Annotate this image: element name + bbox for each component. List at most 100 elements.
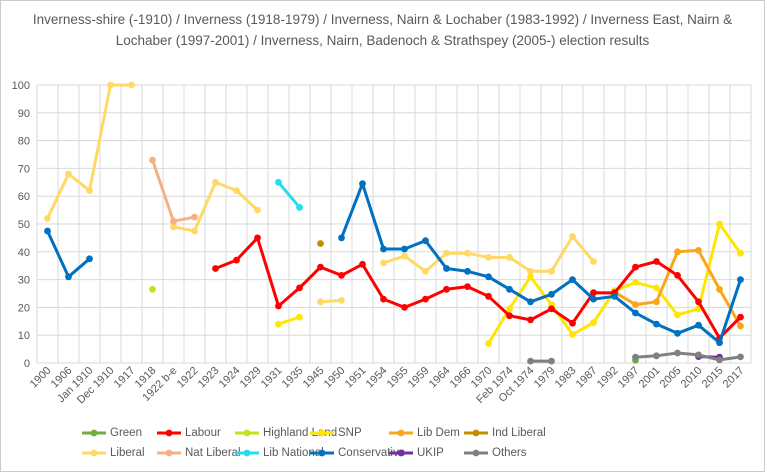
series-line-lib-national [277, 180, 301, 209]
data-point-conservative [443, 265, 450, 272]
data-point-snp [275, 320, 282, 328]
data-point-others [527, 357, 534, 365]
x-tick-label: 1954 [364, 365, 390, 391]
data-point-labour [233, 256, 240, 264]
series-line-labour [214, 236, 742, 340]
x-tick-label: 1959 [406, 365, 432, 391]
data-point-conservative [359, 180, 366, 188]
data-point-conservative [548, 290, 555, 298]
x-tick-label: 1979 [532, 365, 558, 391]
data-point-liberal [128, 81, 135, 89]
series-lib-dem [611, 247, 744, 330]
data-point-others [737, 353, 744, 361]
data-point-liberal [401, 252, 408, 260]
data-point-nat-liberal [149, 156, 156, 164]
x-tick-label: 1992 [595, 365, 621, 391]
data-point-liberal [590, 258, 597, 265]
data-point-highland-land [149, 285, 156, 293]
series-line-snp [277, 315, 301, 326]
data-point-labour [590, 289, 597, 297]
data-point-nat-liberal [191, 213, 198, 221]
y-tick-label: 50 [18, 219, 30, 231]
series-highland-land [149, 285, 156, 293]
data-point-liberal [86, 187, 93, 195]
data-point-lib-dem [674, 248, 681, 256]
data-point-conservative [380, 245, 387, 253]
data-point-liberal [191, 227, 198, 235]
data-point-liberal [443, 249, 450, 257]
data-point-others [674, 349, 681, 357]
data-point-snp [632, 279, 639, 286]
data-point-labour [632, 263, 639, 271]
data-point-snp [485, 340, 492, 347]
x-tick-label: 1922 [175, 365, 201, 391]
x-tick-label: 1917 [112, 365, 138, 391]
y-tick-label: 40 [18, 247, 30, 259]
data-point-others [716, 356, 723, 364]
data-point-liberal [212, 178, 219, 186]
data-point-labour [527, 316, 534, 324]
series-line-conservative [46, 229, 91, 279]
data-point-others [653, 352, 660, 360]
x-tick-label: 2017 [721, 365, 747, 391]
data-point-liberal [527, 267, 534, 275]
data-point-labour [401, 304, 408, 311]
y-tick-label: 90 [18, 108, 30, 120]
series-ind-liberal [317, 240, 324, 247]
data-point-nat-liberal [170, 217, 177, 225]
data-point-labour [380, 295, 387, 303]
data-point-liberal [233, 187, 240, 195]
data-point-lib-national [296, 203, 303, 211]
data-point-liberal [65, 170, 72, 178]
data-point-labour [275, 302, 282, 310]
data-point-labour [338, 272, 345, 279]
data-point-conservative [527, 298, 534, 306]
data-point-conservative [611, 292, 618, 300]
x-tick-label: 2015 [700, 365, 726, 391]
data-point-conservative [485, 273, 492, 281]
data-point-conservative [632, 309, 639, 317]
y-tick-label: 100 [12, 80, 30, 92]
data-point-lib-dem [695, 247, 702, 254]
series-nat-liberal [149, 156, 198, 225]
x-tick-label: 1945 [301, 365, 327, 391]
data-point-labour [464, 283, 471, 290]
x-tick-label: 1950 [322, 365, 348, 391]
data-point-liberal [254, 206, 261, 214]
data-point-labour [653, 258, 660, 265]
x-tick-label: 1924 [217, 365, 243, 391]
y-tick-label: 70 [18, 163, 30, 175]
x-tick-label: 1900 [28, 365, 54, 391]
data-point-lib-dem [632, 301, 639, 308]
data-point-labour [254, 234, 261, 242]
data-point-labour [422, 295, 429, 303]
chart-title: Inverness-shire (-1910) / Inverness (191… [32, 12, 733, 48]
series-line-others [634, 351, 742, 362]
data-point-labour [296, 284, 303, 292]
data-point-lib-dem [653, 298, 660, 306]
data-point-conservative [86, 255, 93, 263]
data-point-labour [695, 298, 702, 306]
y-tick-label: 20 [18, 302, 30, 314]
series-line-conservative [340, 182, 742, 345]
data-point-snp [296, 313, 303, 321]
data-point-others [548, 357, 555, 365]
data-point-others [695, 351, 702, 359]
data-point-liberal [485, 254, 492, 261]
data-point-labour [506, 312, 513, 320]
data-point-lib-national [275, 178, 282, 186]
x-tick-label: 1923 [196, 365, 222, 391]
data-point-conservative [674, 329, 681, 337]
data-point-conservative [401, 245, 408, 253]
data-point-conservative [695, 321, 702, 329]
x-tick-label: 1964 [427, 365, 453, 391]
data-point-lib-dem [737, 322, 744, 330]
series-snp [275, 220, 744, 347]
data-point-liberal [506, 254, 513, 261]
data-point-conservative [44, 227, 51, 235]
data-point-conservative [737, 276, 744, 283]
x-tick-label: 2010 [679, 365, 705, 391]
data-point-labour [317, 263, 324, 271]
x-tick-label: 1966 [448, 365, 474, 391]
